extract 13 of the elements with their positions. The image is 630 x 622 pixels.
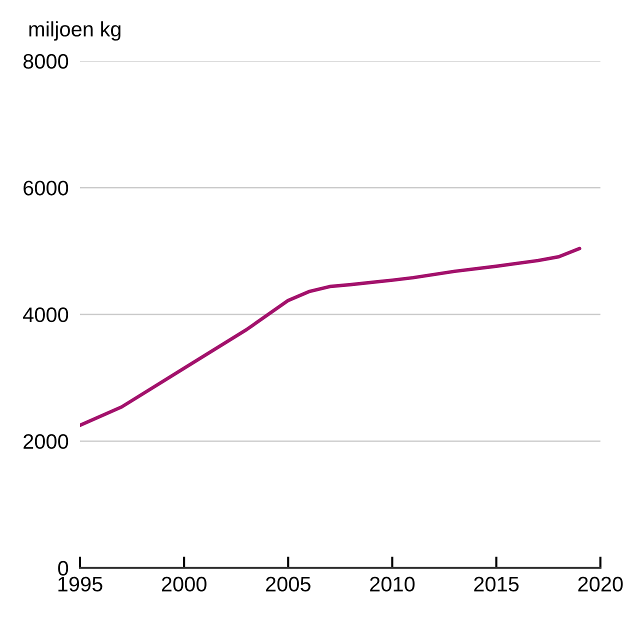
x-tick-label: 2010 bbox=[370, 576, 415, 592]
y-tick-label: 6000 bbox=[24, 180, 68, 196]
y-tick-label: 4000 bbox=[23, 307, 68, 322]
x-tick-label: 2015 bbox=[474, 576, 519, 592]
y-tick-label: 0 bbox=[58, 560, 68, 576]
line-series bbox=[80, 246, 582, 428]
x-tick-label: 1995 bbox=[58, 576, 102, 592]
y-axis-title: miljoen kg bbox=[29, 21, 120, 41]
x-tick-label: 2000 bbox=[162, 576, 206, 592]
y-tick-label: 2000 bbox=[24, 434, 68, 449]
x-tick-label: 2020 bbox=[578, 576, 623, 592]
x-tick-label: 2005 bbox=[266, 576, 310, 592]
y-tick-label: 8000 bbox=[23, 54, 68, 69]
